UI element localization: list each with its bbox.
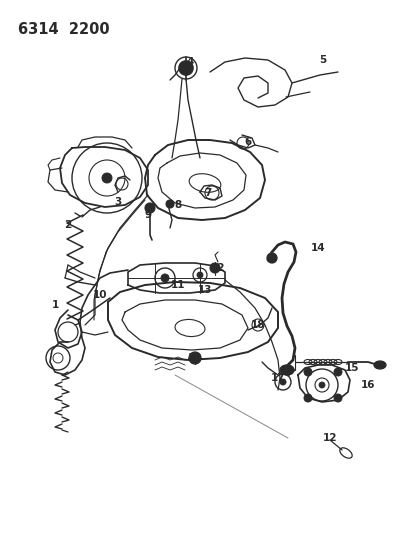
- Text: 14: 14: [310, 243, 325, 253]
- Text: 10: 10: [93, 290, 107, 300]
- Circle shape: [179, 61, 193, 75]
- Text: 6: 6: [244, 137, 252, 147]
- Circle shape: [334, 368, 342, 376]
- Circle shape: [145, 203, 155, 213]
- Circle shape: [189, 352, 201, 364]
- Text: 12: 12: [211, 263, 225, 273]
- Circle shape: [210, 263, 220, 273]
- Text: 6314  2200: 6314 2200: [18, 22, 110, 37]
- Circle shape: [319, 382, 325, 388]
- Text: 11: 11: [171, 280, 185, 290]
- Circle shape: [161, 274, 169, 282]
- Circle shape: [280, 379, 286, 385]
- Circle shape: [166, 200, 174, 208]
- Text: 9: 9: [144, 210, 151, 220]
- Text: 2: 2: [64, 220, 72, 230]
- Text: 12: 12: [188, 353, 202, 363]
- Circle shape: [197, 272, 203, 278]
- Text: 16: 16: [361, 380, 375, 390]
- Text: 3: 3: [114, 197, 122, 207]
- Circle shape: [304, 394, 312, 402]
- Text: 7: 7: [204, 188, 212, 198]
- Text: 4: 4: [186, 57, 194, 67]
- Text: 15: 15: [345, 363, 359, 373]
- Text: 18: 18: [251, 320, 265, 330]
- Circle shape: [267, 253, 277, 263]
- Text: 13: 13: [198, 285, 212, 295]
- Text: 8: 8: [174, 200, 182, 210]
- Circle shape: [334, 394, 342, 402]
- Ellipse shape: [280, 365, 294, 375]
- Circle shape: [304, 368, 312, 376]
- Text: 5: 5: [319, 55, 327, 65]
- Circle shape: [102, 173, 112, 183]
- Text: 12: 12: [323, 433, 337, 443]
- Ellipse shape: [374, 361, 386, 369]
- Text: 17: 17: [271, 373, 285, 383]
- Text: 1: 1: [51, 300, 59, 310]
